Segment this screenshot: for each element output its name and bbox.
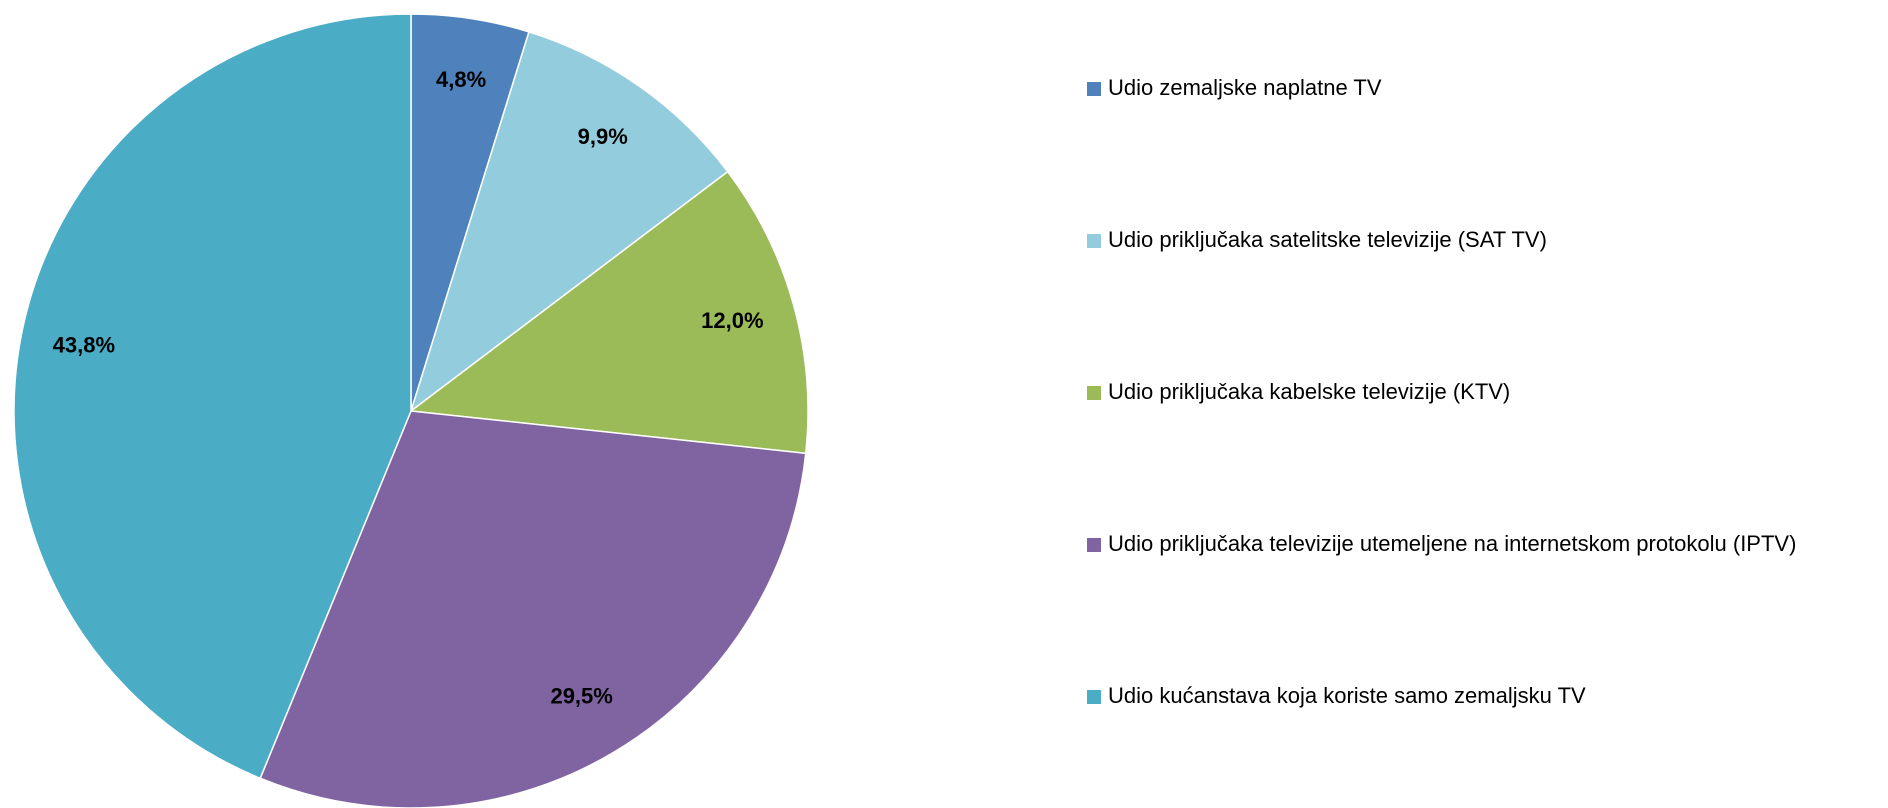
legend-label: Udio priključaka televizije utemeljene n… <box>1108 531 1796 556</box>
legend-label: Udio kućanstava koja koriste samo zemalj… <box>1108 683 1586 708</box>
legend-swatch <box>1087 234 1101 248</box>
legend-swatch <box>1087 690 1101 704</box>
pie-slice <box>409 170 809 455</box>
data-label: 4,8% <box>436 67 486 92</box>
legend-label: Udio priključaka kabelske televizije (KT… <box>1108 379 1510 404</box>
data-label: 29,5% <box>550 683 612 708</box>
pie-slice <box>13 13 412 780</box>
legend-label: Udio zemaljske naplatne TV <box>1108 75 1382 100</box>
legend-label: Udio priključaka satelitske televizije (… <box>1108 227 1547 252</box>
data-label: 12,0% <box>701 308 763 333</box>
data-label: 9,9% <box>578 124 628 149</box>
pie-slice <box>259 410 807 808</box>
pie-slice <box>409 30 729 414</box>
legend-swatch <box>1087 386 1101 400</box>
data-label: 43,8% <box>53 332 115 357</box>
legend-swatch <box>1087 82 1101 96</box>
legend-swatch <box>1087 538 1101 552</box>
